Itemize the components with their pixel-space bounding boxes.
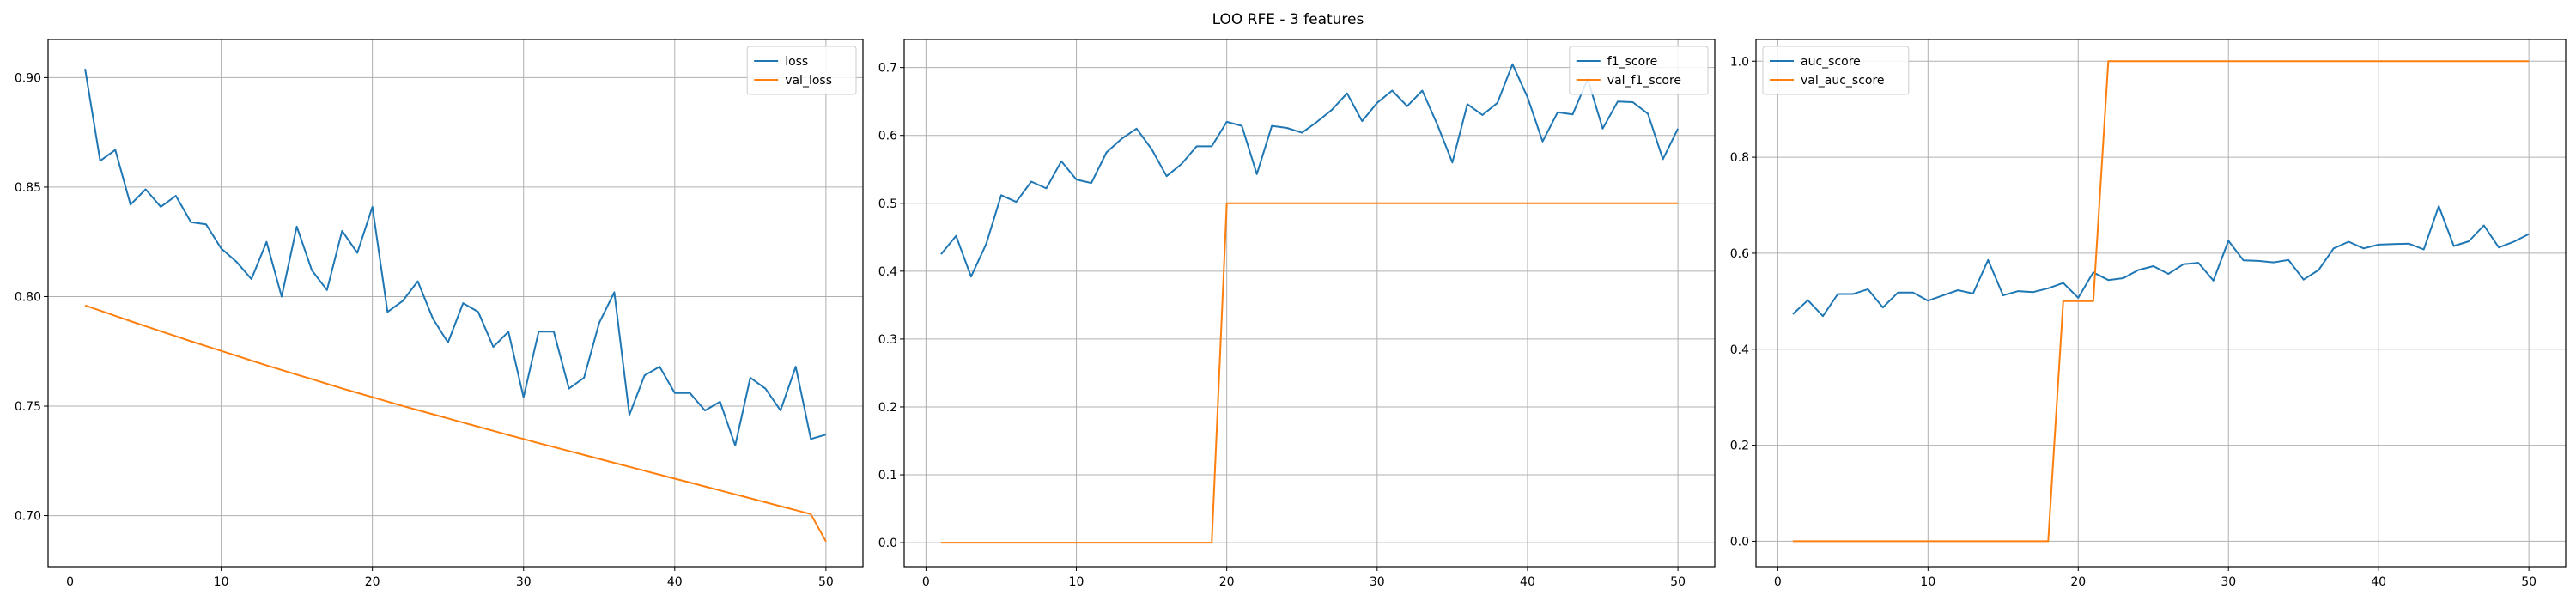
y-tick-label: 0.0 bbox=[878, 537, 897, 550]
y-tick-label: 0.2 bbox=[878, 401, 897, 415]
legend-box bbox=[1762, 46, 1910, 95]
grid-loss bbox=[48, 39, 863, 567]
y-tick-label: 0.4 bbox=[1730, 343, 1749, 357]
y-tick-label: 0.80 bbox=[15, 290, 41, 304]
y-tick-label: 0.90 bbox=[15, 71, 41, 85]
x-tick-label: 20 bbox=[1219, 575, 1235, 589]
legend-label-auc_score: auc_score bbox=[1801, 55, 1861, 69]
series-line-val_auc_score bbox=[1792, 60, 2530, 543]
x-tick-label: 10 bbox=[1920, 575, 1935, 589]
figure-title: LOO RFE - 3 features bbox=[1212, 11, 1364, 28]
x-tick-label: 30 bbox=[1370, 575, 1385, 589]
panel-auc: 0 10 20 30 40 50 0.0 0.2 0.4 0.6 0.8 1.0 auc_scoreva… bbox=[1730, 39, 2567, 589]
legend-label-loss: loss bbox=[785, 55, 808, 69]
y-tick-label: 0.4 bbox=[878, 265, 897, 279]
plot-frame-loss bbox=[47, 39, 864, 568]
y-tick-label: 0.2 bbox=[1730, 440, 1749, 453]
x-tick-label: 40 bbox=[2371, 575, 2386, 589]
series-line-val_loss bbox=[84, 304, 827, 543]
x-tick-label: 50 bbox=[2521, 575, 2537, 589]
series-line-loss bbox=[84, 69, 827, 446]
x-tick-label: 10 bbox=[214, 575, 229, 589]
grid-f1 bbox=[904, 39, 1715, 567]
legend-label-val_loss: val_loss bbox=[785, 74, 832, 88]
x-tick-label: 0 bbox=[922, 575, 930, 589]
y-tick-label: 0.8 bbox=[1730, 151, 1749, 165]
series-line-f1_score bbox=[940, 63, 1679, 278]
x-tick-label: 40 bbox=[1520, 575, 1535, 589]
series-line-auc_score bbox=[1792, 205, 2530, 318]
panel-loss: 0 10 20 30 40 50 0.70 0.75 0.80 0.85 0.90 loss val_l… bbox=[15, 39, 864, 589]
legend-loss: loss val_loss bbox=[746, 46, 857, 95]
x-tick-label: 0 bbox=[66, 575, 74, 589]
x-tick-label: 50 bbox=[1670, 575, 1686, 589]
series-line-val_f1_score bbox=[940, 202, 1679, 544]
plot-frame-auc bbox=[1755, 39, 2567, 568]
y-tick-label: 0.75 bbox=[15, 400, 41, 414]
y-tick-label: 0.6 bbox=[878, 130, 897, 143]
y-tick-label: 0.7 bbox=[878, 62, 897, 76]
y-tick-label: 0.85 bbox=[15, 181, 41, 195]
y-tick-label: 0.3 bbox=[878, 333, 897, 347]
x-tick-label: 20 bbox=[2070, 575, 2086, 589]
legend-label-f1_score: f1_score bbox=[1607, 55, 1657, 69]
y-tick-label: 0.5 bbox=[878, 197, 897, 211]
y-tick-label: 0.0 bbox=[1730, 535, 1749, 549]
legend-auc: auc_score val_auc_score bbox=[1762, 46, 1910, 95]
x-tick-label: 30 bbox=[516, 575, 532, 589]
x-tick-label: 40 bbox=[667, 575, 683, 589]
grid-auc bbox=[1756, 39, 2566, 567]
x-tick-label: 20 bbox=[365, 575, 380, 589]
plot-frame-f1 bbox=[903, 39, 1716, 568]
panel-f1: 0 10 20 30 40 50 0.0 0.1 0.2 0.3 0.4 0.5 0.6 0.7 f1_sc… bbox=[878, 39, 1716, 589]
y-tick-label: 0.1 bbox=[878, 469, 897, 483]
y-tick-label: 0.70 bbox=[15, 510, 41, 524]
legend-box bbox=[746, 46, 857, 95]
y-tick-label: 1.0 bbox=[1730, 55, 1749, 69]
x-tick-label: 0 bbox=[1774, 575, 1782, 589]
legend-box bbox=[1569, 46, 1709, 95]
legend-label-val_f1_score: val_f1_score bbox=[1607, 74, 1681, 88]
x-tick-label: 10 bbox=[1069, 575, 1084, 589]
legend-label-val_auc_score: val_auc_score bbox=[1801, 74, 1885, 88]
y-tick-label: 0.6 bbox=[1730, 247, 1749, 261]
legend-f1: f1_score val_f1_score bbox=[1569, 46, 1709, 95]
x-tick-label: 30 bbox=[2221, 575, 2236, 589]
x-tick-label: 50 bbox=[818, 575, 834, 589]
